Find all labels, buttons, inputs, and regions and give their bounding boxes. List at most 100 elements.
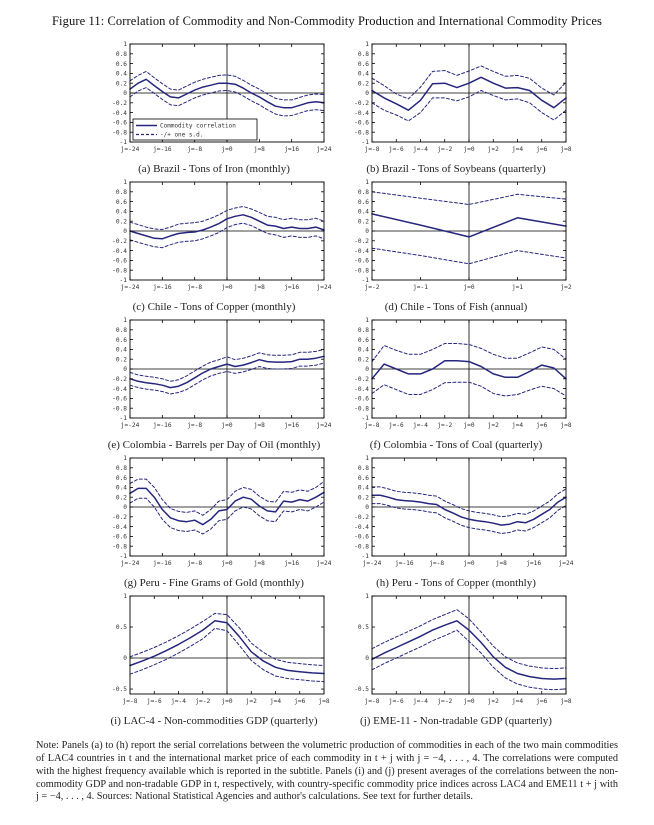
- minus-one-sd-line: [371, 90, 567, 122]
- x-tick-label: j=-2: [437, 146, 452, 153]
- x-tick-label: j=8: [560, 422, 571, 429]
- y-tick-label: -1: [362, 553, 370, 560]
- chart-svg-f: 1 0.8 0.6 0.4 0.2 0 -0.2 -0.4 -0.6 -0.8 -1j=-8 j=-6…: [354, 317, 572, 429]
- minus-one-sd-line: [129, 222, 325, 249]
- x-tick-label: j=-6: [389, 698, 404, 705]
- y-tick-label: -0.8: [112, 543, 127, 550]
- y-tick-label: -0.4: [354, 110, 369, 117]
- x-tick-label: j=8: [254, 560, 265, 567]
- y-tick-label: -0.2: [354, 514, 369, 521]
- x-tick-label: j=-16: [153, 560, 172, 567]
- x-tick-label: j=-24: [121, 560, 140, 567]
- y-tick-label: -0.5: [112, 686, 127, 693]
- y-tick-label: -0.8: [354, 405, 369, 412]
- x-tick-label: j=-8: [123, 698, 138, 705]
- y-tick-label: -0.4: [354, 524, 369, 531]
- y-tick-label: 0.4: [116, 347, 127, 354]
- x-tick-label: j=-16: [153, 146, 172, 153]
- y-tick-label: -0.6: [354, 396, 369, 403]
- chart-caption-h: (h) Peru - Tons of Copper (monthly): [376, 577, 536, 589]
- x-tick-label: j=-24: [363, 560, 382, 567]
- chart-caption-a: (a) Brazil - Tons of Iron (monthly): [138, 163, 290, 175]
- y-tick-label: 0.6: [116, 61, 127, 68]
- x-tick-label: j=2: [488, 146, 499, 153]
- y-tick-label: -0.8: [112, 405, 127, 412]
- y-tick-label: -1: [362, 277, 370, 284]
- plus-one-sd-line: [371, 343, 567, 363]
- figure-note: Note: Panels (a) to (h) report the seria…: [36, 740, 618, 803]
- y-tick-label: -0.5: [354, 686, 369, 693]
- minus-one-sd-line: [129, 362, 325, 395]
- plus-one-sd-line: [129, 70, 325, 101]
- x-tick-label: j=8: [254, 422, 265, 429]
- panel-a: 1 0.8 0.6 0.4 0.2 0 -0.2 -0.4 -0.6 -0.8 -1 j=-24 j=-…: [96, 39, 332, 176]
- y-tick-label: 0.2: [116, 494, 127, 501]
- y-tick-label: 1: [365, 317, 369, 324]
- panel-c: 1 0.8 0.6 0.4 0.2 0 -0.2 -0.4 -0.6 -0.8 -1 j=-24 j=-…: [96, 177, 332, 314]
- y-tick-label: 1: [365, 179, 369, 186]
- y-tick-label: 0: [123, 228, 127, 235]
- x-tick-label: j=-24: [121, 422, 140, 429]
- y-tick-label: -1: [120, 415, 128, 422]
- correlation-line: [129, 78, 325, 109]
- minus-one-sd-line: [371, 381, 567, 397]
- x-tick-label: j=-1: [413, 284, 428, 291]
- x-tick-label: j=24: [559, 560, 574, 567]
- y-tick-label: 1: [123, 317, 127, 324]
- chart-canvas-e: 1 0.8 0.6 0.4 0.2 0 -0.2 -0.4 -0.6 -0.8 -1 j=-24 j=-…: [96, 315, 332, 439]
- y-tick-label: -0.4: [354, 386, 369, 393]
- x-tick-label: j=-6: [389, 422, 404, 429]
- x-tick-label: j=0: [463, 146, 474, 153]
- y-tick-label: 0.5: [358, 624, 369, 631]
- y-tick-label: -0.8: [354, 267, 369, 274]
- chart-canvas-a: 1 0.8 0.6 0.4 0.2 0 -0.2 -0.4 -0.6 -0.8 -1 j=-24 j=-…: [96, 39, 332, 163]
- x-tick-label: j=8: [560, 146, 571, 153]
- panel-e: 1 0.8 0.6 0.4 0.2 0 -0.2 -0.4 -0.6 -0.8 -1 j=-24 j=-…: [96, 315, 332, 452]
- x-tick-label: j=-8: [365, 146, 380, 153]
- y-tick-label: -1: [120, 553, 128, 560]
- x-tick-label: j=-4: [413, 146, 428, 153]
- x-tick-label: j=8: [254, 284, 265, 291]
- chart-caption-i: (i) LAC-4 - Non-commodities GDP (quarter…: [110, 715, 318, 727]
- panel-g: 1 0.8 0.6 0.4 0.2 0 -0.2 -0.4 -0.6 -0.8 -1 j=-24 j=-…: [96, 453, 332, 590]
- y-tick-label: 1: [123, 593, 127, 600]
- y-tick-label: 0.2: [358, 356, 369, 363]
- x-tick-label: j=-2: [437, 698, 452, 705]
- x-tick-label: j=4: [512, 146, 523, 153]
- chart-caption-e: (e) Colombia - Barrels per Day of Oil (m…: [107, 439, 321, 451]
- y-tick-label: -0.6: [354, 120, 369, 127]
- x-tick-label: j=4: [512, 422, 523, 429]
- y-tick-label: 0.8: [116, 465, 127, 472]
- y-tick-label: 0: [365, 228, 369, 235]
- x-tick-label: j=0: [221, 560, 232, 567]
- y-tick-label: 0.6: [116, 199, 127, 206]
- chart-caption-b: (b) Brazil - Tons of Soybeans (quarterly…: [366, 163, 546, 175]
- panel-h: 1 0.8 0.6 0.4 0.2 0 -0.2 -0.4 -0.6 -0.8 -1 j=-24 j=-…: [338, 453, 574, 590]
- y-tick-label: -1: [120, 139, 128, 146]
- x-tick-label: j=8: [254, 146, 265, 153]
- correlation-line: [129, 214, 325, 240]
- x-tick-label: j=24: [317, 146, 332, 153]
- y-tick-label: 0.8: [116, 51, 127, 58]
- x-tick-label: j=6: [536, 146, 547, 153]
- minus-one-sd-line: [371, 247, 567, 265]
- y-tick-label: 0.6: [116, 475, 127, 482]
- y-tick-label: -0.2: [354, 238, 369, 245]
- x-tick-label: j=-4: [413, 422, 428, 429]
- x-tick-label: j=0: [221, 146, 232, 153]
- correlation-line: [371, 494, 567, 526]
- chart-svg-h: 1 0.8 0.6 0.4 0.2 0 -0.2 -0.4 -0.6 -0.8 -1j=-24 j=-…: [354, 455, 574, 567]
- x-tick-label: j=0: [463, 560, 474, 567]
- x-tick-label: j=-8: [365, 698, 380, 705]
- y-tick-label: 1: [123, 455, 127, 462]
- y-tick-label: 0.6: [358, 475, 369, 482]
- y-tick-label: 0.8: [358, 51, 369, 58]
- plus-one-sd-line: [371, 65, 567, 100]
- chart-grid: 1 0.8 0.6 0.4 0.2 0 -0.2 -0.4 -0.6 -0.8 -1 j=-24 j=-…: [96, 39, 574, 728]
- chart-caption-j: (j) EME-11 - Non-tradable GDP (quarterly…: [360, 715, 552, 727]
- chart-canvas-h: 1 0.8 0.6 0.4 0.2 0 -0.2 -0.4 -0.6 -0.8 -1 j=-24 j=-…: [338, 453, 574, 577]
- y-tick-label: 0.2: [358, 80, 369, 87]
- y-tick-label: 0.4: [116, 71, 127, 78]
- x-tick-label: j=0: [221, 284, 232, 291]
- x-tick-label: j=-24: [121, 146, 140, 153]
